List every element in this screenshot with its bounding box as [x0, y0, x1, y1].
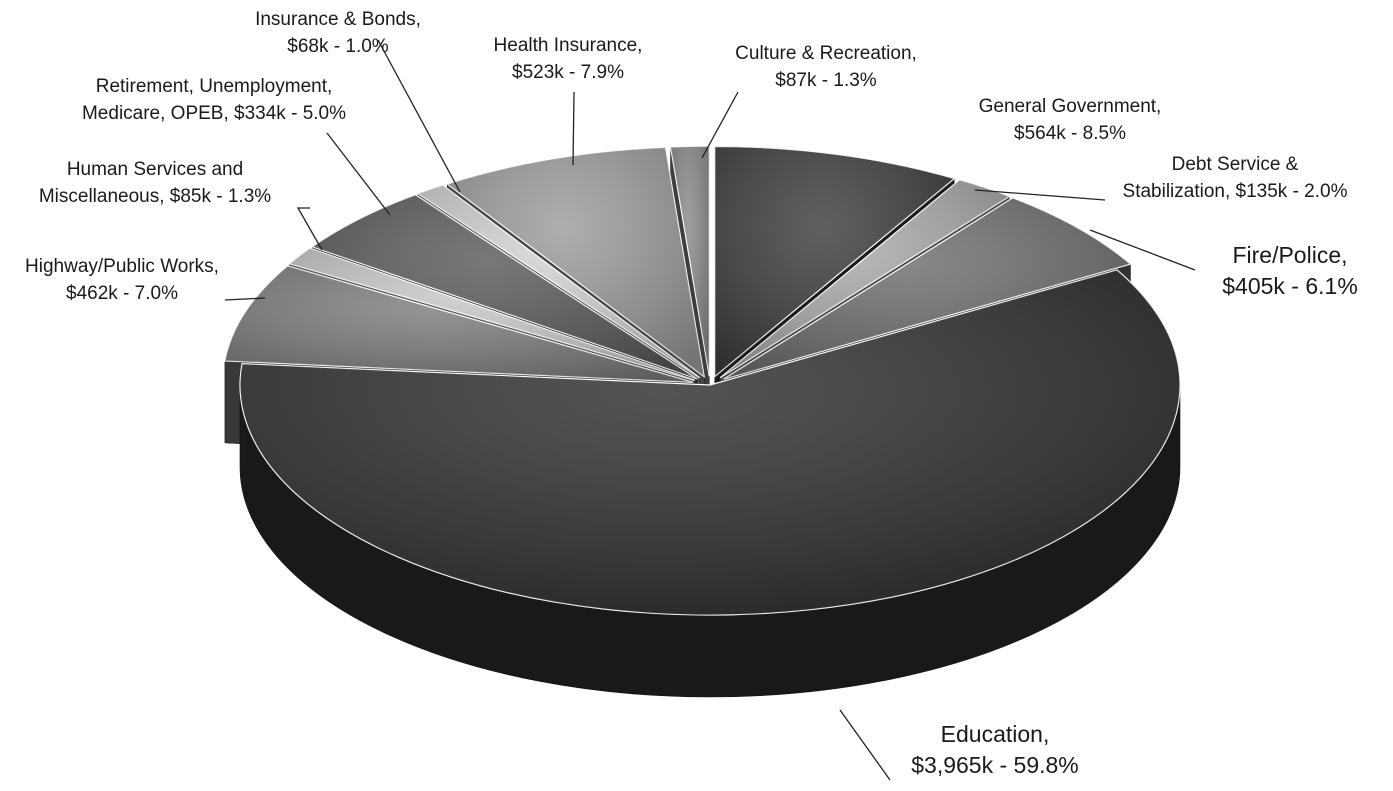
- label-debt-service-stabilization-line2: Stabilization, $135k - 2.0%: [1123, 181, 1348, 202]
- leader-lines: [224, 39, 1196, 781]
- label-education-line1: Education,: [941, 721, 1050, 747]
- data-labels: General Government, $564k - 8.5% Debt Serv…: [25, 9, 1358, 778]
- leader-line-highway-public-works: [224, 297, 266, 301]
- label-fire-police-line2: $405k - 6.1%: [1222, 273, 1358, 299]
- leader-line-human-services-and-miscellaneous: [296, 207, 323, 251]
- leader-line-culture-recreation: [701, 91, 739, 159]
- slice-education: [239, 269, 1181, 698]
- label-retirement-unemployment-medicare-opeb-line2: Medicare, OPEB, $334k - 5.0%: [82, 103, 346, 124]
- leader-line-fire-police: [1089, 229, 1196, 271]
- label-highway-public-works-line2: $462k - 7.0%: [66, 283, 178, 304]
- leader-line-health-insurance: [572, 91, 575, 166]
- leader-line-retirement-unemployment-medicare-opeb: [326, 132, 391, 216]
- label-insurance-bonds-line2: $68k - 1.0%: [287, 36, 388, 57]
- label-culture-recreation-line2: $87k - 1.3%: [775, 70, 876, 91]
- label-human-services-and-miscellaneous-line2: Miscellaneous, $85k - 1.3%: [39, 186, 271, 207]
- label-debt-service-stabilization-line1: Debt Service &: [1172, 154, 1299, 175]
- label-highway-public-works-line1: Highway/Public Works,: [25, 256, 219, 277]
- leader-line-debt-service-stabilization: [974, 189, 1106, 201]
- label-human-services-and-miscellaneous-line1: Human Services and: [67, 159, 243, 180]
- label-health-insurance-line2: $523k - 7.9%: [512, 62, 624, 83]
- leader-line-education: [839, 709, 891, 781]
- label-insurance-bonds-line1: Insurance & Bonds,: [255, 9, 421, 30]
- pie-slices: [224, 145, 1181, 698]
- leader-line-insurance-bonds: [377, 39, 461, 193]
- label-retirement-unemployment-medicare-opeb-line1: Retirement, Unemployment,: [96, 76, 333, 97]
- label-education-line2: $3,965k - 59.8%: [911, 752, 1079, 778]
- label-health-insurance-line1: Health Insurance,: [494, 35, 643, 56]
- label-culture-recreation-line1: Culture & Recreation,: [735, 43, 917, 64]
- label-general-government-line2: $564k - 8.5%: [1014, 123, 1126, 144]
- label-fire-police-line1: Fire/Police,: [1232, 242, 1347, 268]
- label-general-government-line1: General Government,: [979, 96, 1162, 117]
